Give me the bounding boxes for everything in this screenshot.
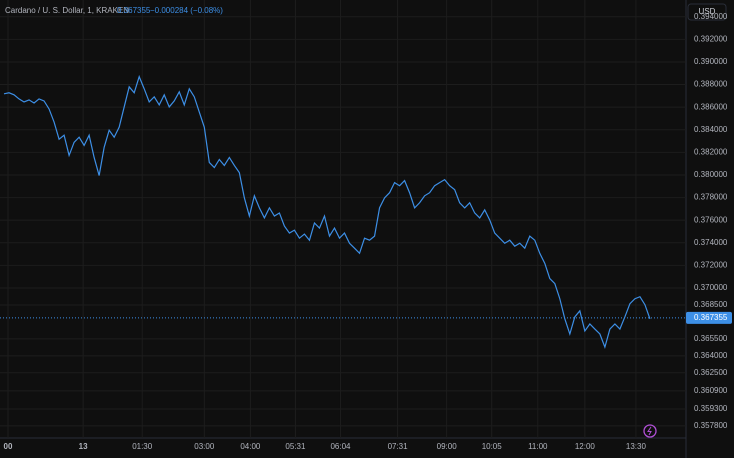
x-tick-label: 04:00	[240, 442, 261, 451]
x-tick-label: 06:04	[330, 442, 351, 451]
last-price-badge	[686, 311, 732, 324]
x-tick-label: 09:00	[437, 442, 458, 451]
x-tick-label: 12:00	[575, 442, 596, 451]
y-tick-label: 0.384000	[694, 125, 728, 134]
x-tick-label: 05:31	[285, 442, 306, 451]
x-tick-label: 13	[79, 442, 88, 451]
y-tick-label: 0.364000	[694, 351, 728, 360]
x-tick-label: 11:00	[528, 442, 548, 451]
currency-button[interactable]	[687, 3, 727, 21]
y-tick-label: 0.372000	[694, 261, 728, 270]
header-price: 0.367355	[117, 6, 151, 15]
y-tick-label: 0.390000	[694, 57, 728, 66]
alert-icon-bolt	[647, 426, 652, 436]
x-tick-label: 00	[4, 442, 13, 451]
y-tick-label: 0.382000	[694, 147, 728, 156]
header-change: −0.000284 (−0.08%)	[150, 6, 223, 15]
x-tick-label: 01:30	[132, 442, 153, 451]
last-price-label: 0.367355	[694, 313, 728, 322]
y-tick-label: 0.388000	[694, 80, 728, 89]
grid	[0, 0, 686, 438]
y-tick-label: 0.360900	[694, 386, 728, 395]
marks	[0, 74, 686, 350]
y-tick-label: 0.386000	[694, 102, 728, 111]
y-tick-label: 0.368500	[694, 300, 728, 309]
x-tick-label: 13:30	[626, 442, 647, 451]
y-tick-label: 0.359300	[694, 404, 728, 413]
y-tick-label: 0.370000	[694, 283, 728, 292]
y-tick-label: 0.357800	[694, 421, 728, 430]
x-tick-label: 07:31	[388, 442, 409, 451]
y-tick-label: 0.365500	[694, 334, 728, 343]
price-line	[3, 74, 651, 350]
y-tick-label: 0.374000	[694, 238, 728, 247]
y-tick-label: 0.380000	[694, 170, 728, 179]
chart-title: Cardano / U. S. Dollar, 1, KRAKEN	[5, 6, 129, 15]
y-tick-label: 0.376000	[694, 215, 728, 224]
y-tick-label: 0.362500	[694, 368, 728, 377]
x-tick-label: 03:00	[194, 442, 215, 451]
y-tick-label: 0.378000	[694, 193, 728, 202]
x-tick-label: 10:05	[482, 442, 503, 451]
alert-icon[interactable]	[643, 424, 657, 438]
y-tick-label: 0.394000	[694, 12, 728, 21]
currency-label[interactable]: USD	[699, 7, 716, 16]
y-tick-label: 0.392000	[694, 34, 728, 43]
